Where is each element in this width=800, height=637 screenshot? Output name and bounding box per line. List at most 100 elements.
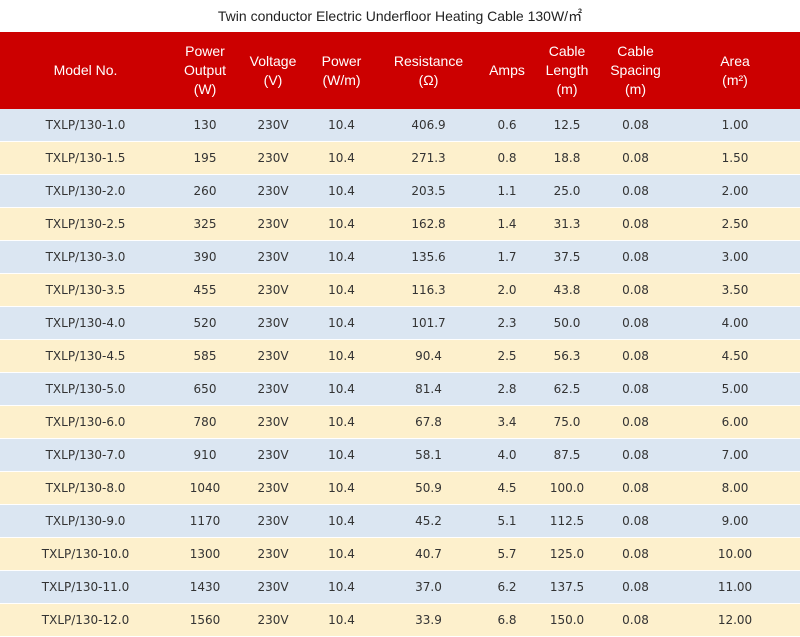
cell-cable-spacing: 0.08 [601,240,670,274]
cell-amps: 4.0 [481,438,533,472]
header-label-line: Power [321,52,362,69]
cell-power-output: 1430 [171,570,239,604]
header-label-line: Area [720,52,750,69]
cell-model-no: TXLP/130-3.0 [0,240,171,274]
cell-power-per-meter: 10.4 [307,570,376,604]
cell-amps: 2.5 [481,339,533,373]
cell-cable-spacing: 0.08 [601,537,670,571]
cell-power-output: 520 [171,306,239,340]
cell-voltage: 230V [239,570,307,604]
cell-cable-spacing: 0.08 [601,372,670,406]
header-cable-spacing: Cable Spacing (m) [601,32,670,109]
cell-area: 5.00 [670,372,800,406]
cell-cable-length: 87.5 [533,438,601,472]
table-row: TXLP/130-5.0 650 230V 10.4 81.4 2.8 62.5 0.08 5.… [0,372,800,406]
cell-voltage: 230V [239,537,307,571]
header-label-line: Cable [548,43,586,59]
header-label-line: (m) [625,81,646,97]
table-row: TXLP/130-11.0 1430 230V 10.4 37.0 6.2 137.5 0.0… [0,570,800,604]
cell-area: 3.00 [670,240,800,274]
cell-area: 3.50 [670,273,800,307]
cell-model-no: TXLP/130-1.0 [0,109,171,142]
cell-power-per-meter: 10.4 [307,306,376,340]
cell-model-no: TXLP/130-6.0 [0,405,171,439]
header-label-line: Amps [489,62,525,78]
cell-voltage: 230V [239,339,307,373]
cell-power-per-meter: 10.4 [307,174,376,208]
cell-amps: 4.5 [481,471,533,505]
cell-area: 9.00 [670,504,800,538]
cell-voltage: 230V [239,603,307,637]
cell-voltage: 230V [239,207,307,241]
cell-resistance: 37.0 [376,570,481,604]
cell-power-output: 780 [171,405,239,439]
cell-cable-length: 43.8 [533,273,601,307]
cell-cable-length: 125.0 [533,537,601,571]
header-row: Model No. Power Output (W) Voltage (V) Power (W… [0,32,800,109]
cell-amps: 5.1 [481,504,533,538]
table-row: TXLP/130-8.0 1040 230V 10.4 50.9 4.5 100.0 0.08… [0,471,800,505]
table-row: TXLP/130-2.0 260 230V 10.4 203.5 1.1 25.0 0.08 2… [0,174,800,208]
cell-model-no: TXLP/130-12.0 [0,603,171,637]
header-label-line: (W) [193,81,217,97]
table-row: TXLP/130-3.0 390 230V 10.4 135.6 1.7 37.5 0.08 3… [0,240,800,274]
cell-cable-length: 25.0 [533,174,601,208]
header-power-per-meter: Power (W/m) [307,32,376,109]
cell-area: 2.00 [670,174,800,208]
table-row: TXLP/130-2.5 325 230V 10.4 162.8 1.4 31.3 0.08 2… [0,207,800,241]
cell-power-output: 390 [171,240,239,274]
cell-resistance: 33.9 [376,603,481,637]
cell-voltage: 230V [239,372,307,406]
cell-model-no: TXLP/130-4.0 [0,306,171,340]
table-row: TXLP/130-6.0 780 230V 10.4 67.8 3.4 75.0 0.08 6.… [0,405,800,439]
cell-power-per-meter: 10.4 [307,339,376,373]
table-row: TXLP/130-1.0 130 230V 10.4 406.9 0.6 12.5 0.08 1… [0,109,800,142]
header-label-line: Voltage [249,52,297,69]
table-row: TXLP/130-1.5 195 230V 10.4 271.3 0.8 18.8 0.08 1… [0,141,800,175]
cell-voltage: 230V [239,240,307,274]
cell-cable-spacing: 0.08 [601,570,670,604]
header-label-line: (W/m) [322,71,361,88]
cell-model-no: TXLP/130-5.0 [0,372,171,406]
cell-amps: 1.4 [481,207,533,241]
cell-voltage: 230V [239,141,307,175]
cell-power-output: 1040 [171,471,239,505]
cell-voltage: 230V [239,306,307,340]
cell-area: 7.00 [670,438,800,472]
cell-power-per-meter: 10.4 [307,603,376,637]
cell-amps: 2.0 [481,273,533,307]
table-row: TXLP/130-4.5 585 230V 10.4 90.4 2.5 56.3 0.08 4.… [0,339,800,373]
header-label-line: Cable [617,43,654,59]
cell-area: 12.00 [670,603,800,637]
cell-cable-length: 31.3 [533,207,601,241]
header-label-line: Resistance [393,52,464,69]
cell-model-no: TXLP/130-8.0 [0,471,171,505]
cell-resistance: 116.3 [376,273,481,307]
table-body: TXLP/130-1.0 130 230V 10.4 406.9 0.6 12.5 0.08 1… [0,109,800,637]
cell-cable-length: 50.0 [533,306,601,340]
header-resistance: Resistance (Ω) [376,32,481,109]
cell-area: 6.00 [670,405,800,439]
cell-power-output: 585 [171,339,239,373]
header-label-line: (m) [556,81,578,97]
cell-amps: 1.1 [481,174,533,208]
cell-power-per-meter: 10.4 [307,109,376,142]
cell-resistance: 162.8 [376,207,481,241]
cell-cable-length: 100.0 [533,471,601,505]
table-row: TXLP/130-7.0 910 230V 10.4 58.1 4.0 87.5 0.08 7.… [0,438,800,472]
table-title: Twin conductor Electric Underfloor Heati… [217,8,583,24]
header-cable-length: Cable Length (m) [533,32,601,109]
cell-area: 2.50 [670,207,800,241]
header-label-line: Length [545,62,589,78]
cell-model-no: TXLP/130-10.0 [0,537,171,571]
cell-resistance: 90.4 [376,339,481,373]
header-label-line: (V) [263,71,283,88]
cell-power-output: 1560 [171,603,239,637]
cell-power-per-meter: 10.4 [307,240,376,274]
header-area: Area (m²) [670,32,800,109]
cell-amps: 1.7 [481,240,533,274]
cell-cable-length: 12.5 [533,109,601,142]
header-label-line: (m²) [722,71,748,88]
cell-power-output: 260 [171,174,239,208]
cell-model-no: TXLP/130-3.5 [0,273,171,307]
